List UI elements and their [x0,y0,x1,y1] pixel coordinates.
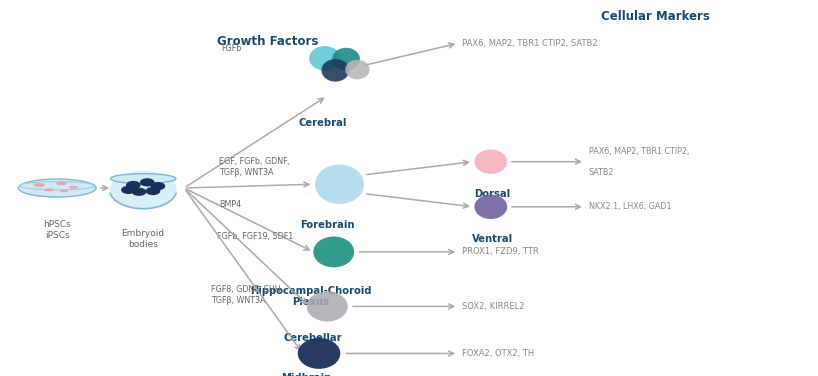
Text: NKX2.1, LHX6, GAD1: NKX2.1, LHX6, GAD1 [589,202,672,211]
Ellipse shape [44,188,54,191]
Ellipse shape [132,188,146,196]
Text: FGF8, GDNF, SHH,
TGFβ, WNT3A: FGF8, GDNF, SHH, TGFβ, WNT3A [211,285,283,305]
Ellipse shape [309,46,340,71]
Text: SOX2, KIRREL2: SOX2, KIRREL2 [462,302,524,311]
Text: hPSCs
iPSCs: hPSCs iPSCs [43,220,71,240]
Text: PROX1, FZD9, TTR: PROX1, FZD9, TTR [462,247,539,256]
Ellipse shape [121,186,136,194]
Ellipse shape [307,291,348,321]
Ellipse shape [19,179,97,197]
Ellipse shape [140,178,155,186]
Ellipse shape [313,237,354,267]
Text: SATB2: SATB2 [589,168,614,177]
Ellipse shape [315,165,364,204]
Text: PAX6, MAP2, TBR1 CTIP2, SATB2: PAX6, MAP2, TBR1 CTIP2, SATB2 [462,39,598,48]
Ellipse shape [151,182,165,190]
Ellipse shape [345,60,370,79]
Text: Cerebral: Cerebral [299,118,348,129]
Ellipse shape [332,48,360,70]
Text: Cerebellar: Cerebellar [283,333,342,343]
Ellipse shape [321,59,349,82]
Ellipse shape [474,194,507,219]
Text: Ventral: Ventral [472,234,513,244]
Ellipse shape [146,187,160,195]
Text: Cellular Markers: Cellular Markers [601,11,710,23]
Text: FGFb: FGFb [221,44,241,53]
Text: EGF, FGFb, GDNF,
TGFβ, WNT3A: EGF, FGFb, GDNF, TGFβ, WNT3A [219,158,290,177]
Ellipse shape [56,182,67,185]
Text: Growth Factors: Growth Factors [217,35,318,48]
Ellipse shape [110,174,176,183]
Text: BMP4: BMP4 [219,200,241,209]
Text: Forebrain: Forebrain [300,220,354,230]
Text: FOXA2, OTX2, TH: FOXA2, OTX2, TH [462,349,534,358]
Text: PAX6, MAP2, TBR1 CTIP2,: PAX6, MAP2, TBR1 CTIP2, [589,147,690,156]
Ellipse shape [69,186,79,189]
Text: Midbrain: Midbrain [281,373,332,376]
Ellipse shape [110,171,177,209]
Text: Embryoid
bodies: Embryoid bodies [122,229,164,249]
Ellipse shape [474,150,507,174]
Text: Dorsal: Dorsal [474,189,510,199]
Text: Hippocampal-Choroid
Plexus: Hippocampal-Choroid Plexus [250,286,371,307]
Ellipse shape [34,183,45,187]
Ellipse shape [298,338,340,369]
Ellipse shape [126,181,141,189]
Text: FGFb, FGF19, SDF1: FGFb, FGF19, SDF1 [217,232,293,241]
Ellipse shape [60,190,68,193]
